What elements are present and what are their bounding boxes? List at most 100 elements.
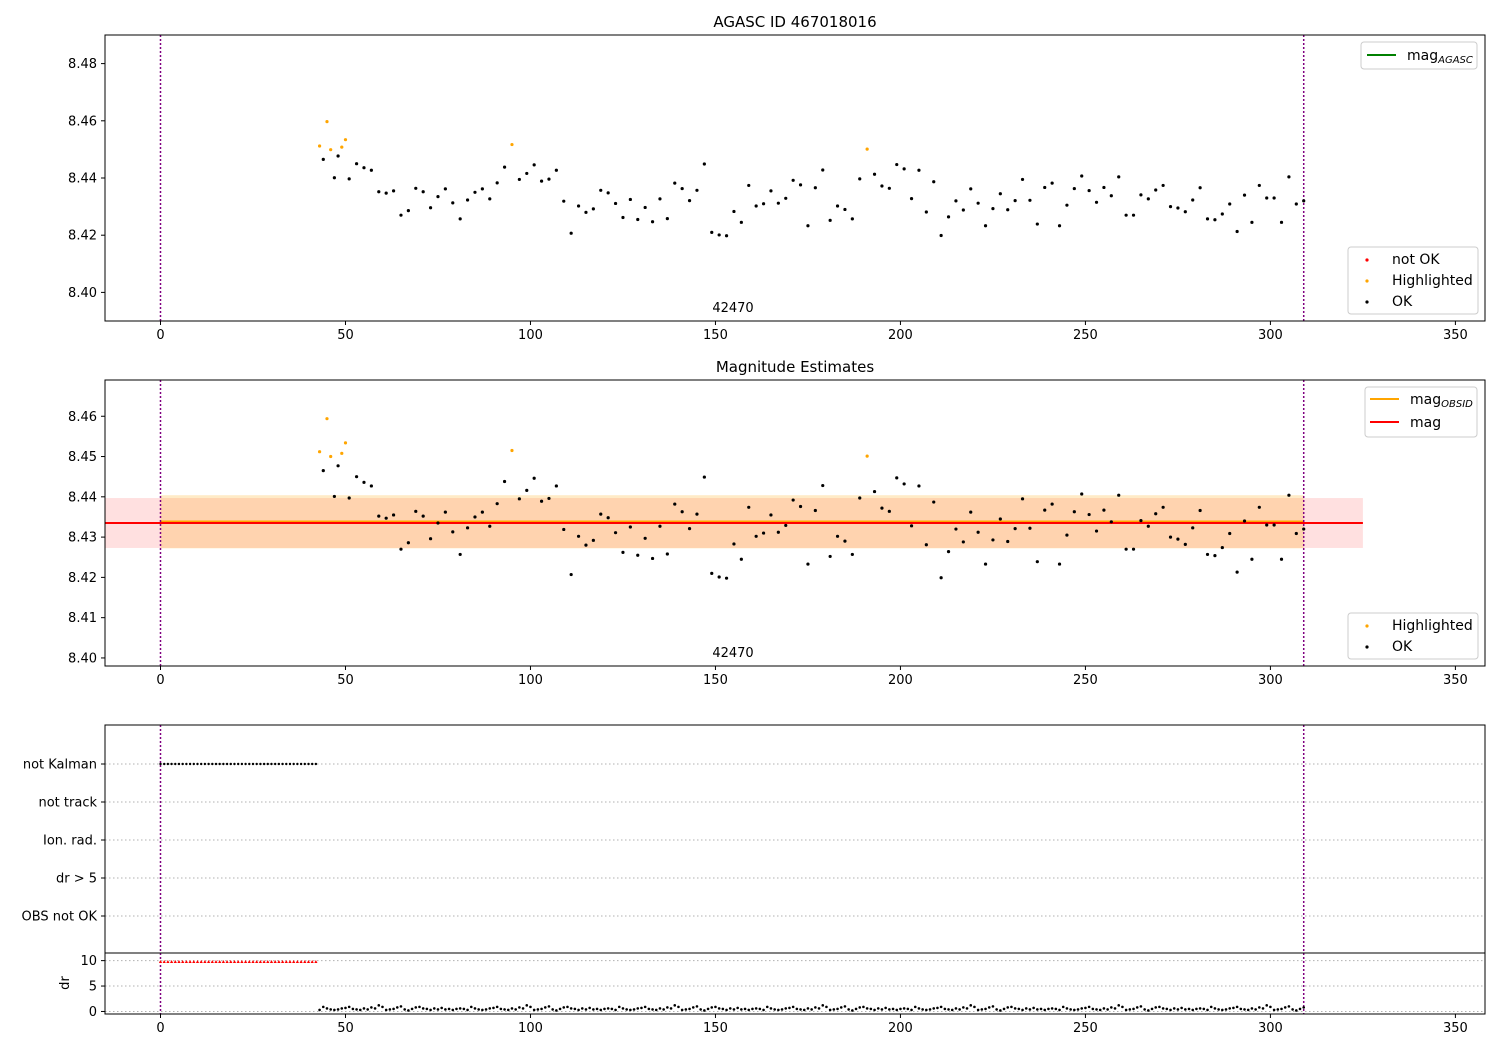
dr-point xyxy=(880,1008,884,1011)
agasc-ok-point xyxy=(591,207,595,211)
agasc-highlighted-point xyxy=(329,148,333,152)
agasc-ok-point xyxy=(584,210,588,214)
agasc-ok-point xyxy=(858,177,862,181)
svg-text:magOBSID: magOBSID xyxy=(1410,392,1473,410)
dr-point xyxy=(725,1008,728,1012)
flag-not-kalman-point xyxy=(240,762,244,766)
dr-over-limit-marker xyxy=(232,960,237,964)
legend-ok-marker-2 xyxy=(1365,645,1369,649)
agasc-panel: AGASC ID 467018016 0 50 100 150 200 250 300 350… xyxy=(68,13,1486,343)
agasc-ok-point xyxy=(961,208,965,212)
dr-point xyxy=(980,1008,984,1011)
agasc-ok-point xyxy=(969,187,973,191)
estimates-ok-point xyxy=(1302,527,1306,531)
estimates-ok-point xyxy=(695,512,699,516)
flag-label-not-track: not track xyxy=(38,796,97,811)
dr-point xyxy=(991,1005,995,1008)
dr-point xyxy=(1024,1007,1028,1010)
dr-point xyxy=(873,1008,876,1012)
legend-ok-marker xyxy=(1365,300,1369,304)
agasc-ytick-label-3: 8.46 xyxy=(68,114,97,129)
estimates-ok-point xyxy=(1154,512,1158,516)
dr-point xyxy=(765,1005,769,1009)
dr-point xyxy=(1265,1004,1269,1007)
dr-point xyxy=(447,1007,451,1011)
estimates-ok-point xyxy=(1294,531,1298,536)
dr-point xyxy=(876,1007,880,1010)
agasc-ok-point xyxy=(828,218,832,222)
dr-point xyxy=(747,1008,751,1012)
dr-point xyxy=(1061,1005,1065,1009)
agasc-ok-point xyxy=(1235,229,1239,234)
dr-point xyxy=(488,1007,492,1010)
agasc-ok-point xyxy=(421,190,425,194)
estimates-ytick-label-0: 8.40 xyxy=(68,651,97,666)
dr-point xyxy=(1010,1005,1013,1009)
agasc-ok-point xyxy=(976,201,980,205)
estimates-ok-point xyxy=(1050,502,1054,506)
dr-point xyxy=(518,1006,521,1009)
estimates-ok-point xyxy=(517,497,521,501)
dr-point xyxy=(573,1007,577,1011)
agasc-ok-point xyxy=(687,198,692,203)
dr-point xyxy=(440,1006,443,1010)
estimates-ok-point xyxy=(761,531,766,535)
dr-point xyxy=(495,1005,499,1009)
dr-point xyxy=(1036,1008,1039,1011)
flag-not-kalman-point xyxy=(211,762,214,766)
estimates-ok-point xyxy=(1087,512,1091,517)
estimates-ok-point xyxy=(1183,542,1187,546)
agasc-ok-point xyxy=(621,215,625,220)
agasc-ok-point xyxy=(636,217,640,222)
estimates-panel: Magnitude Estimates 0 50 100 150 200 250 300 35… xyxy=(68,358,1486,688)
agasc-ok-point xyxy=(658,197,662,201)
dr-point xyxy=(514,1008,517,1011)
dr-point xyxy=(699,1008,702,1011)
estimates-ok-point xyxy=(724,576,729,580)
dr-point xyxy=(669,1007,673,1010)
dr-point xyxy=(469,1005,473,1009)
estimates-ok-point xyxy=(584,543,588,547)
agasc-ok-point xyxy=(665,217,669,221)
estimates-highlighted-point xyxy=(329,454,333,459)
agasc-ok-point xyxy=(517,177,521,182)
dr-point xyxy=(743,1007,747,1011)
agasc-ok-point xyxy=(983,224,988,228)
estimates-marker-legend: Highlighted OK xyxy=(1347,612,1479,660)
dr-point xyxy=(921,1008,924,1011)
estimates-ok-point xyxy=(576,534,581,538)
agasc-ok-point xyxy=(1102,185,1106,190)
dr-point xyxy=(780,1008,784,1011)
agasc-ok-point xyxy=(747,183,751,188)
estimates-ok-point xyxy=(924,543,928,547)
agasc-ok-point xyxy=(502,165,507,169)
dr-point xyxy=(640,1006,643,1010)
flag-not-kalman-point xyxy=(266,762,269,766)
dr-point xyxy=(1180,1006,1183,1010)
agasc-ok-point xyxy=(1168,205,1173,209)
agasc-ok-point xyxy=(628,197,632,202)
dr-point xyxy=(1150,1007,1154,1011)
dr-over-limit-marker xyxy=(203,960,207,964)
agasc-ok-point xyxy=(917,168,921,172)
agasc-frame xyxy=(104,34,1486,322)
agasc-ok-point xyxy=(336,154,340,158)
flag-not-kalman-point xyxy=(192,762,195,766)
agasc-ok-point xyxy=(1161,183,1165,188)
agasc-highlighted-point xyxy=(340,145,344,149)
agasc-xtick-label-7: 350 xyxy=(1443,328,1468,343)
agasc-highlighted-point xyxy=(865,147,869,151)
agasc-ok-point xyxy=(488,197,492,201)
estimates-ok-point xyxy=(384,516,388,520)
estimates-ok-point xyxy=(495,502,499,506)
estimates-ok-point xyxy=(791,498,795,502)
agasc-ok-point xyxy=(362,166,366,170)
agasc-ok-point xyxy=(850,217,854,221)
agasc-ytick-label-1: 8.42 xyxy=(68,229,97,244)
dr-point xyxy=(562,1006,566,1009)
dr-over-limit-marker xyxy=(306,960,311,964)
dr-point xyxy=(462,1007,466,1011)
estimates-title: Magnitude Estimates xyxy=(716,358,874,376)
dr-point xyxy=(714,1005,717,1009)
dr-point xyxy=(962,1006,965,1009)
